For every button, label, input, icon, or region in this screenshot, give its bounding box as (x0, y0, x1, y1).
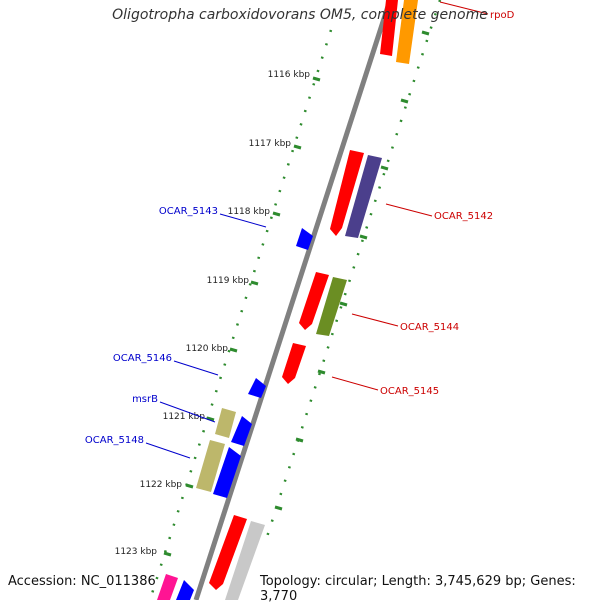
tick-label: 1116 kbp (268, 70, 311, 80)
cog-rpod[interactable] (396, 0, 418, 64)
inner-tick-d (359, 234, 368, 240)
gene-rpod[interactable] (380, 0, 398, 56)
gene-ocar-5143[interactable] (296, 228, 313, 250)
gene-ocar-5146[interactable] (248, 378, 266, 398)
gene-bottom-reverse[interactable] (209, 515, 247, 590)
tick-1119 (250, 280, 259, 286)
gene-label-ocar-5145[interactable]: OCAR_5145 (380, 386, 439, 397)
tick-1116 (312, 76, 321, 82)
leader-ocar-5148 (145, 442, 191, 459)
inner-tick-h (274, 505, 283, 511)
accession-text: Accession: NC_011386 (8, 574, 156, 589)
cog-msrb[interactable] (215, 408, 236, 438)
tick-1117 (293, 144, 302, 150)
tick-label: 1117 kbp (249, 139, 292, 149)
gene-ocar-5142[interactable] (330, 150, 364, 236)
cog-ocar-5144[interactable] (316, 277, 347, 336)
tick-1120 (229, 347, 238, 353)
inner-tick-ring (264, 0, 442, 541)
gene-label-rpod[interactable]: rpoD (490, 10, 515, 21)
leader-ocar-5143 (219, 213, 267, 228)
cog-bottom-forward[interactable] (157, 574, 178, 600)
map-title: Oligotropha carboxidovorans OM5, complet… (112, 7, 488, 23)
inner-tick-b (400, 98, 409, 104)
forward-strand-genes (157, 228, 313, 600)
tick-label: 1123 kbp (115, 547, 158, 557)
gene-label-msrb[interactable]: msrB (132, 394, 158, 405)
gene-ocar-5145[interactable] (282, 343, 306, 384)
gene-label-ocar-5148[interactable]: OCAR_5148 (85, 435, 144, 446)
inner-tick-g (295, 437, 304, 443)
tick-1123 (163, 551, 172, 557)
cog-bottom-reverse[interactable] (225, 521, 265, 600)
tick-label: 1118 kbp (228, 207, 271, 217)
gene-label-ocar-5144[interactable]: OCAR_5144 (400, 322, 459, 333)
inner-tick-a (421, 30, 430, 36)
tick-1122 (185, 483, 194, 489)
gene-label-ocar-5142[interactable]: OCAR_5142 (434, 211, 493, 222)
leader-msrb (159, 401, 216, 423)
genome-backbone (193, 0, 393, 600)
gene-label-ocar-5146[interactable]: OCAR_5146 (113, 353, 172, 364)
tick-label: 1120 kbp (186, 344, 229, 354)
gene-ocar-5148[interactable] (213, 447, 241, 498)
tick-1118 (272, 211, 281, 217)
reverse-strand-genes (209, 0, 418, 600)
cog-ocar-5142[interactable] (345, 155, 382, 238)
gene-ocar-5144[interactable] (299, 272, 329, 330)
cog-ocar-5148[interactable] (196, 440, 225, 492)
tick-label: 1121 kbp (163, 412, 206, 422)
tick-1121 (206, 416, 215, 422)
inner-tick-c (380, 165, 389, 171)
leader-ocar-5142 (385, 203, 433, 217)
leader-rpod (439, 1, 489, 15)
tick-label: 1119 kbp (207, 276, 250, 286)
leader-ocar-5146 (173, 360, 219, 376)
gene-bottom-forward[interactable] (176, 580, 194, 600)
leader-ocar-5144 (351, 313, 399, 327)
major-ticks (163, 30, 430, 557)
gene-msrb[interactable] (231, 416, 252, 446)
outer-tick-ring (148, 29, 333, 600)
inner-tick-e (339, 301, 348, 307)
inner-tick-f (317, 369, 326, 375)
tick-label: 1122 kbp (140, 480, 183, 490)
gene-label-ocar-5143[interactable]: OCAR_5143 (159, 206, 218, 217)
leader-ocar-5145 (331, 376, 379, 391)
